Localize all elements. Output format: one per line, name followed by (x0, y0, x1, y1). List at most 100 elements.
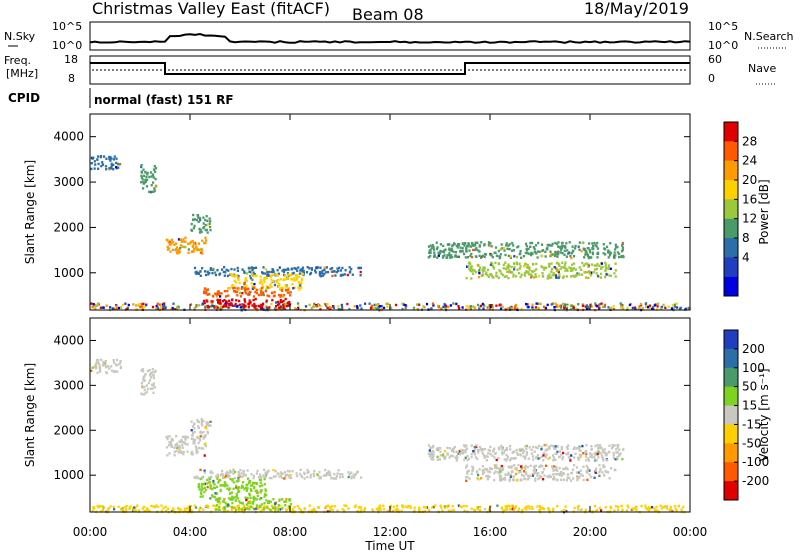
power-cell (574, 244, 577, 248)
velocity-cell (95, 367, 98, 370)
velocity-cell (240, 486, 243, 489)
power-cell (592, 247, 595, 250)
power-cell (592, 244, 595, 248)
velocity-cell (578, 475, 581, 478)
power-cell (435, 247, 439, 251)
velocity-cell (193, 442, 196, 445)
velocity-cell (201, 495, 204, 498)
power-cell (577, 245, 580, 248)
velocity-cell (470, 444, 473, 447)
power-cell (607, 306, 610, 309)
velocity-cell (554, 472, 557, 476)
power-cell (439, 249, 442, 253)
power-cell (612, 305, 615, 308)
power-colorbar-tick-label: 12 (742, 212, 757, 226)
velocity-cell (173, 446, 176, 449)
velocity-cell (505, 505, 508, 508)
velocity-cell (448, 456, 451, 459)
velocity-cell (274, 470, 277, 473)
velocity-cell (166, 437, 169, 441)
velocity-cell (328, 510, 332, 513)
power-cell (543, 266, 546, 269)
power-cell (177, 238, 181, 241)
velocity-cell (203, 471, 206, 474)
velocity-cell (166, 435, 169, 438)
power-cell (229, 302, 232, 305)
power-cell (270, 285, 273, 288)
velocity-cell (186, 450, 189, 453)
velocity-cell (285, 509, 288, 512)
velocity-cell (256, 494, 259, 497)
velocity-cell (192, 441, 195, 445)
power-cell (199, 229, 202, 232)
power-cell (603, 305, 606, 308)
power-cell (459, 250, 462, 253)
velocity-cell (462, 451, 465, 454)
velocity-cell (248, 493, 251, 497)
power-cell (283, 278, 286, 281)
velocity-cell (226, 509, 229, 513)
power-cell (568, 266, 571, 269)
velocity-cell (102, 360, 105, 364)
velocity-cell (542, 459, 545, 462)
velocity-cell (173, 454, 176, 457)
velocity-cell (612, 456, 615, 460)
nsky-tick-top: 10^5 (52, 20, 82, 33)
power-cell (248, 299, 251, 302)
power-cell (217, 301, 220, 304)
power-cell (313, 302, 316, 306)
power-cell (490, 305, 493, 309)
power-cell (273, 291, 276, 294)
power-cell (265, 300, 268, 304)
power-cell (620, 255, 623, 259)
power-cell (588, 242, 591, 245)
velocity-cell (104, 360, 107, 363)
velocity-cell (263, 505, 266, 509)
velocity-cell (91, 366, 94, 369)
velocity-cell (594, 459, 597, 462)
power-cell (571, 245, 574, 248)
velocity-cell (213, 486, 217, 490)
power-cell (614, 275, 617, 278)
velocity-cell (255, 472, 258, 475)
velocity-cell (288, 470, 291, 473)
power-cell (206, 293, 209, 296)
power-cell (360, 307, 363, 310)
power-cell (541, 266, 544, 269)
velocity-cell (594, 469, 597, 472)
power-cell (325, 266, 328, 269)
power-cell (495, 271, 498, 275)
power-cell (372, 307, 375, 310)
velocity-cell (123, 506, 127, 509)
power-cell (156, 307, 159, 311)
power-cell (485, 271, 488, 274)
power-cell (594, 302, 597, 305)
velocity-cell (597, 456, 600, 459)
velocity-cell (487, 470, 490, 473)
velocity-cell (475, 445, 478, 449)
velocity-cell (237, 486, 241, 489)
velocity-cell (572, 477, 575, 480)
velocity-cell (112, 370, 115, 373)
velocity-cell (239, 507, 242, 511)
velocity-cell (440, 506, 443, 509)
power-cell (473, 269, 476, 273)
power-cell (200, 249, 204, 252)
power-cell (140, 165, 143, 169)
power-cell (442, 251, 446, 254)
velocity-cell (488, 475, 491, 478)
velocity-cell (486, 468, 489, 472)
power-cell (243, 271, 246, 274)
velocity-cell (585, 459, 588, 462)
power-cell (251, 278, 254, 281)
power-cell (570, 256, 573, 260)
velocity-cell (513, 464, 516, 467)
power-cell (321, 271, 324, 275)
velocity-cell (544, 455, 547, 458)
velocity-cell (585, 444, 588, 447)
power-colorbar-swatch (724, 122, 738, 142)
velocity-colorbar-swatch (724, 481, 738, 501)
velocity-cell (258, 485, 261, 488)
power-cell (539, 302, 542, 306)
power-cell (531, 241, 534, 245)
